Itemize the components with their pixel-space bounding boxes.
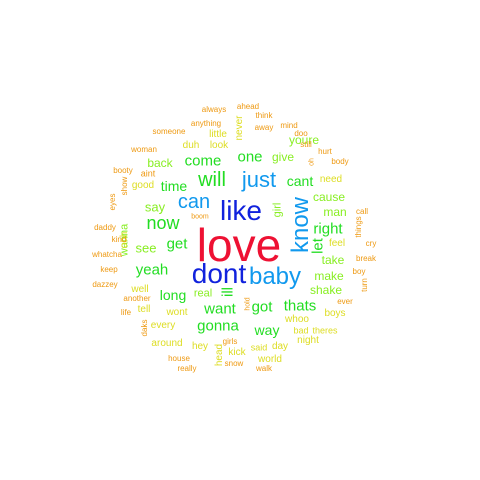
word-hey: hey — [191, 341, 209, 352]
word-get: get — [166, 235, 188, 253]
word-time: time — [160, 178, 188, 194]
word-daddy: daddy — [94, 223, 116, 232]
word-every: every — [150, 320, 176, 331]
word-thats: thats — [283, 297, 317, 315]
word-body: body — [331, 157, 349, 166]
word-booty: booty — [113, 166, 133, 175]
word-baby: baby — [248, 263, 302, 290]
word-keep: keep — [100, 265, 118, 274]
word-eyes: eyes — [108, 193, 117, 211]
word-girl: girl — [271, 202, 284, 218]
word-look: look — [209, 140, 229, 151]
word-woman: woman — [131, 145, 157, 154]
word-make: make — [314, 269, 344, 283]
word-man: man — [323, 205, 347, 219]
word-youre: youre — [288, 133, 320, 147]
word-whoo: whoo — [285, 314, 309, 325]
word-like: like — [219, 195, 263, 226]
word-hold: hold — [244, 297, 252, 311]
word-yeah: yeah — [135, 261, 169, 279]
word-real: real — [193, 287, 213, 300]
word-said: said — [250, 342, 268, 353]
word-aint: aint — [140, 168, 156, 179]
word-give: give — [271, 150, 295, 164]
word-dazzey: dazzey — [92, 280, 118, 289]
word-away: away — [254, 123, 274, 132]
word-still: still — [300, 140, 312, 149]
word-daks: daks — [140, 319, 149, 337]
word-really: really — [177, 364, 197, 373]
word-things: things — [354, 216, 363, 238]
word-shake: shake — [309, 283, 343, 297]
word-duh: duh — [182, 140, 200, 151]
word-ill: ill — [219, 287, 237, 297]
word-another: another — [123, 294, 151, 303]
word-hurt: hurt — [318, 147, 332, 156]
word-anything: anything — [190, 119, 222, 128]
word-one: one — [237, 148, 263, 166]
word-take: take — [321, 253, 345, 267]
word-turn: turn — [360, 278, 369, 292]
word-come: come — [184, 152, 222, 170]
word-theres: theres — [312, 325, 338, 336]
word-head: head — [214, 343, 225, 367]
word-got: got — [251, 298, 273, 316]
word-cause: cause — [312, 190, 346, 204]
word-think: think — [255, 111, 273, 120]
word-walk: walk — [255, 364, 273, 373]
word-snow: snow — [224, 359, 244, 368]
word-girls: girls — [222, 337, 238, 346]
word-cry: cry — [365, 239, 377, 248]
word-world: world — [258, 354, 282, 365]
word-now: now — [146, 213, 180, 233]
word-bad: bad — [293, 325, 309, 336]
word-good: good — [131, 180, 155, 191]
word-kick: kick — [228, 347, 246, 358]
word-break: break — [355, 254, 377, 263]
word-can: can — [177, 191, 211, 213]
word-long: long — [159, 287, 187, 303]
word-never: never — [234, 115, 245, 141]
word-gonna: gonna — [197, 317, 239, 335]
word-back: back — [147, 156, 173, 170]
word-show: show — [120, 176, 129, 196]
word-night: night — [297, 335, 319, 346]
word-doo: doo — [294, 129, 308, 138]
word-little: little — [209, 129, 227, 140]
word-will: will — [198, 169, 226, 191]
word-whatcha: whatcha — [92, 250, 122, 259]
word-boys: boys — [324, 308, 346, 319]
word-ahead: ahead — [236, 102, 260, 111]
word-boy: boy — [352, 267, 366, 276]
word-right: right — [313, 220, 343, 238]
word-let: let — [309, 238, 327, 254]
word-cant: cant — [286, 173, 314, 189]
word-wont: wont — [166, 307, 188, 318]
word-call: call — [355, 207, 369, 216]
word-way: way — [254, 322, 280, 338]
word-life: life — [120, 308, 132, 317]
word-always: always — [201, 105, 227, 114]
word-oh: oh — [308, 158, 316, 166]
word-just: just — [241, 167, 277, 192]
word-mind: mind — [280, 121, 298, 130]
word-feel: feel — [328, 238, 346, 249]
word-boom: boom — [191, 213, 209, 221]
word-tell: tell — [137, 304, 151, 315]
word-ever: ever — [337, 297, 353, 306]
word-well: well — [131, 284, 149, 295]
word-say: say — [144, 199, 166, 215]
word-dont: dont — [191, 258, 247, 289]
word-house: house — [168, 354, 190, 363]
word-want: want — [204, 300, 236, 318]
word-day: day — [271, 341, 289, 352]
word-love: love — [196, 219, 282, 271]
word-someone: someone — [152, 127, 186, 136]
word-kind: kind — [111, 235, 127, 244]
word-need: need — [319, 174, 343, 185]
word-see: see — [135, 240, 157, 256]
word-around: around — [151, 338, 183, 349]
